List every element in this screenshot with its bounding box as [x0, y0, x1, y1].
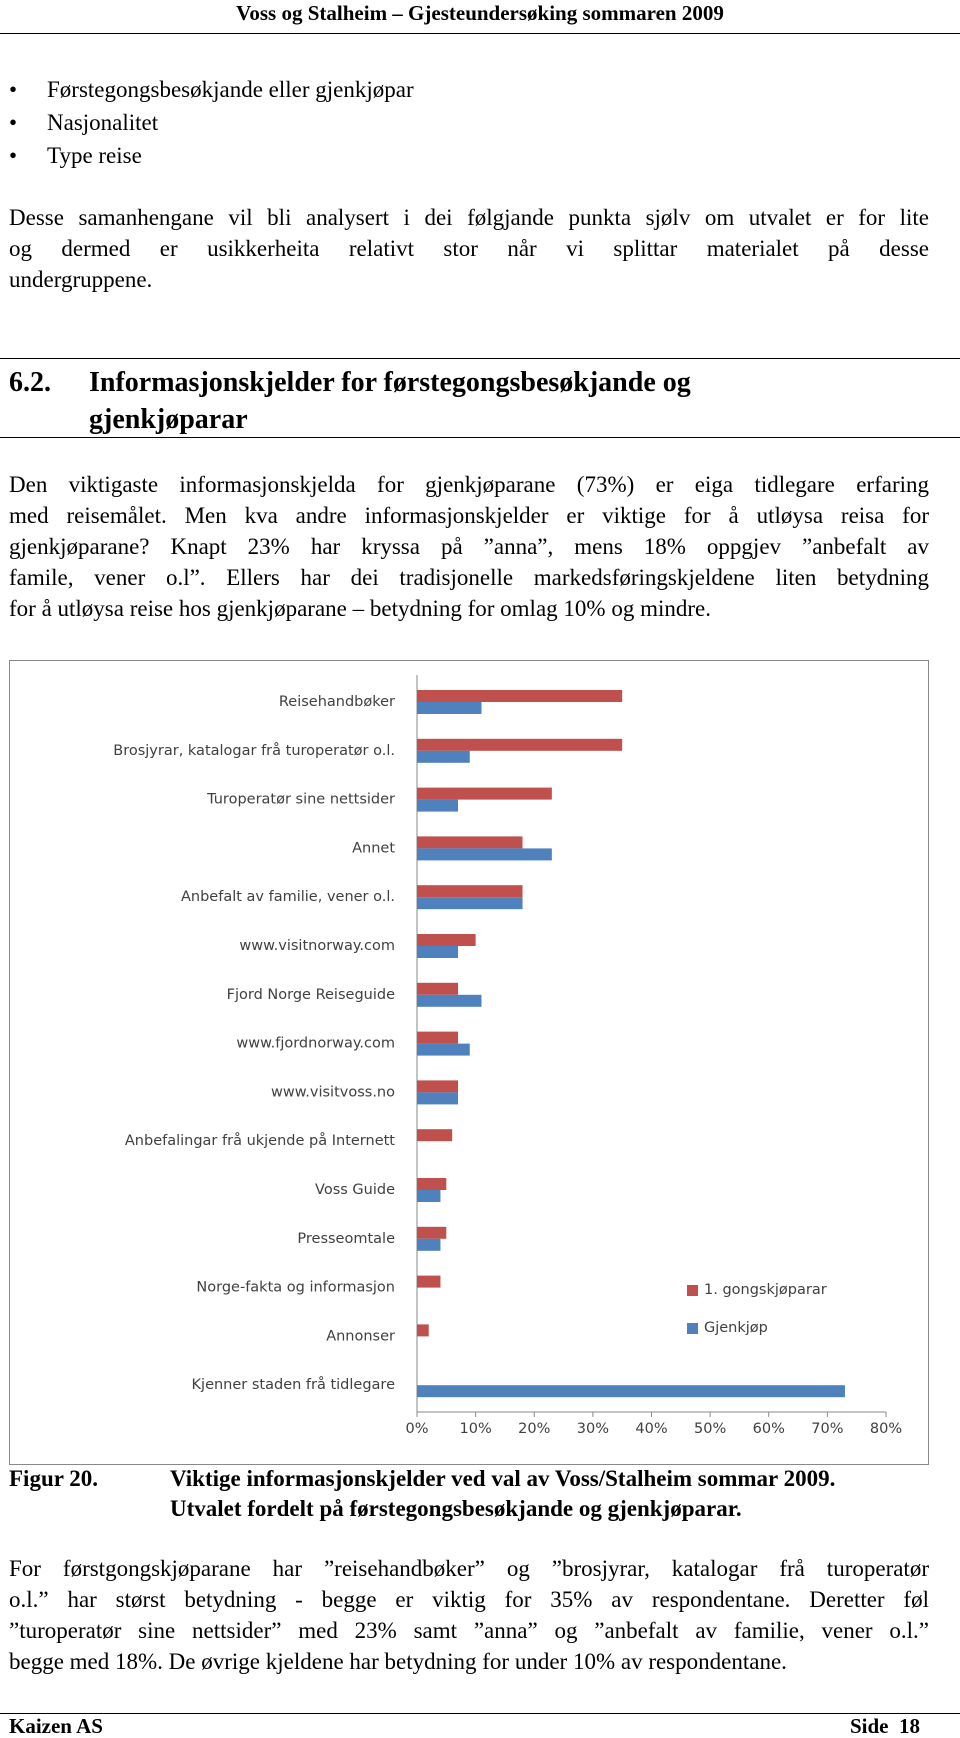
section-rule	[0, 437, 960, 438]
bar	[417, 1092, 459, 1105]
x-tick-label: 60%	[753, 1421, 785, 1437]
bar	[417, 1385, 845, 1398]
legend-swatch	[687, 1285, 698, 1296]
paragraph-line: for å utløysa reise hos gjenkjøparane – …	[9, 596, 711, 621]
category-label: Annonser	[326, 1328, 395, 1344]
paragraph-line: Desse samanhengane vil bli analysert i d…	[9, 205, 929, 230]
caption-label: Figur 20.	[9, 1466, 99, 1491]
x-tick-label: 20%	[518, 1421, 550, 1437]
bar	[417, 1080, 459, 1093]
bar	[417, 1238, 441, 1251]
section-title: gjenkjøparar	[89, 404, 248, 435]
bullet-dot: •	[9, 143, 18, 168]
bar	[417, 1226, 447, 1239]
category-label: www.visitvoss.no	[271, 1084, 395, 1100]
header-title: Voss og Stalheim – Gjesteundersøking som…	[236, 1, 724, 25]
bar	[417, 994, 482, 1007]
bar	[417, 848, 552, 861]
bar	[417, 1129, 453, 1142]
category-label: Annet	[352, 840, 395, 856]
legend-label: 1. gongskjøparar	[704, 1282, 827, 1298]
bar	[417, 1031, 459, 1044]
bar	[417, 787, 552, 800]
x-tick-label: 50%	[694, 1421, 726, 1437]
footer-right: Side 18	[849, 1714, 920, 1738]
paragraph-line: ”turoperatør sine nettsider” med 23% sam…	[9, 1618, 929, 1643]
paragraph-line: Den viktigaste informasjonskjelda for gj…	[9, 472, 929, 497]
paragraph-line: med reisemålet. Men kva andre informasjo…	[9, 503, 929, 528]
category-label: Voss Guide	[315, 1182, 395, 1198]
paragraph-line: famile, vener o.l”. Ellers har dei tradi…	[9, 565, 929, 590]
bar	[417, 750, 470, 763]
category-label: Fjord Norge Reiseguide	[227, 987, 395, 1003]
x-tick-label: 40%	[635, 1421, 667, 1437]
bar	[417, 1190, 441, 1202]
x-tick-label: 10%	[460, 1421, 492, 1437]
caption-line: Viktige informasjonskjelder ved val av V…	[170, 1466, 836, 1491]
x-tick-label: 0%	[405, 1421, 428, 1437]
bar	[417, 897, 523, 910]
x-tick-label: 70%	[811, 1421, 843, 1437]
paragraph-line: gjenkjøparane? Knapt 23% har kryssa på ”…	[9, 534, 929, 559]
bullet-text: Førstegongsbesøkjande eller gjenkjøpar	[47, 77, 414, 102]
category-label: Brosjyrar, katalogar frå turoperatør o.l…	[113, 742, 395, 759]
bar	[417, 1178, 447, 1190]
x-tick-label: 80%	[870, 1421, 902, 1437]
bar	[417, 1324, 429, 1337]
bar	[417, 885, 523, 898]
category-label: www.visitnorway.com	[239, 938, 395, 954]
category-label: Anbefalt av familie, vener o.l.	[181, 889, 395, 905]
bar	[417, 836, 523, 849]
bar	[417, 799, 459, 812]
bullet-dot: •	[9, 110, 18, 135]
category-label: Presseomtale	[297, 1231, 395, 1247]
bullet-text: Type reise	[47, 143, 142, 168]
legend-swatch	[687, 1323, 698, 1334]
bar	[417, 1043, 470, 1056]
category-label: Anbefalingar frå ukjende på Internett	[125, 1132, 395, 1149]
category-label: Turoperatør sine nettsider	[206, 792, 395, 808]
category-label: www.fjordnorway.com	[236, 1036, 395, 1052]
footer-rule	[0, 1713, 960, 1714]
category-label: Kjenner staden frå tidlegare	[192, 1376, 396, 1393]
x-tick-label: 30%	[577, 1421, 609, 1437]
chart-border	[9, 660, 929, 1465]
paragraph-line: begge med 18%. De øvrige kjeldene har be…	[9, 1649, 787, 1674]
bar	[417, 982, 459, 995]
section-number: 6.2.	[9, 367, 51, 398]
bar	[417, 934, 476, 946]
footer-left: Kaizen AS	[9, 1714, 103, 1738]
bar	[417, 946, 459, 958]
bullet-text: Nasjonalitet	[47, 110, 159, 135]
bar	[417, 738, 623, 751]
bullet-dot: •	[9, 77, 18, 102]
paragraph-line: undergruppene.	[9, 267, 153, 292]
category-label: Reisehandbøker	[279, 694, 395, 710]
header-rule	[0, 33, 960, 34]
category-label: Norge-fakta og informasjon	[196, 1280, 395, 1296]
bar	[417, 702, 482, 714]
bar	[417, 1275, 441, 1288]
bar	[417, 690, 623, 702]
legend-label: Gjenkjøp	[704, 1320, 768, 1336]
paragraph-line: For førstgongskjøparane har ”reisehandbø…	[9, 1556, 929, 1581]
chart: 0% 10% 20% 30% 40% 50% 60% 70% 80% Reisehandbøker…	[9, 660, 929, 1465]
caption-line: Utvalet fordelt på førstegongsbesøkjande…	[170, 1496, 742, 1521]
section-title: Informasjonskjelder for førstegongsbesøk…	[89, 367, 691, 398]
paragraph-line: o.l.” har størst betydning - begge er vi…	[9, 1587, 929, 1612]
paragraph-line: og dermed er usikkerheita relativt stor …	[9, 236, 929, 261]
section-rule	[0, 358, 960, 359]
